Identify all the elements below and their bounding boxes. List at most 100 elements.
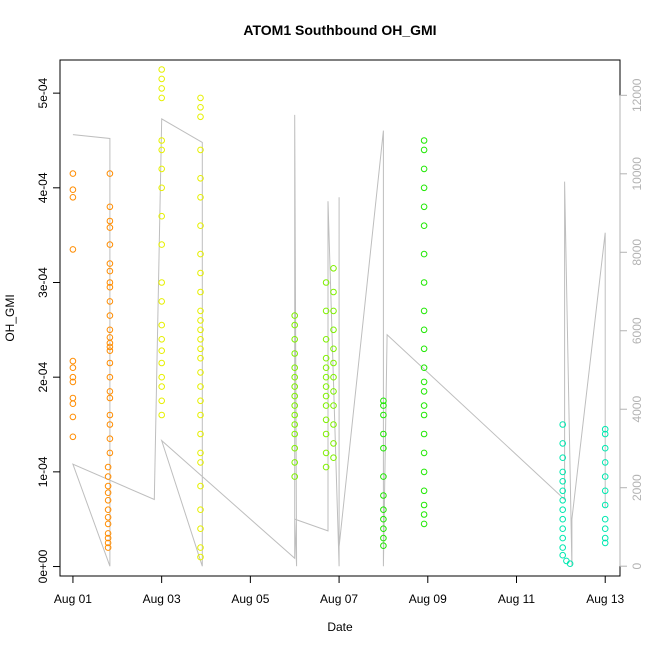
data-point — [106, 203, 114, 211]
data-point — [291, 444, 299, 452]
data-point — [69, 246, 77, 253]
data-point — [158, 383, 165, 390]
data-point — [158, 336, 165, 343]
data-point — [106, 343, 114, 351]
chart-title: ATOM1 Southbound OH_GMI — [243, 22, 436, 38]
data-point — [559, 421, 567, 428]
data-point — [106, 449, 114, 457]
data-point — [106, 170, 114, 177]
data-point — [322, 449, 330, 457]
data-point — [322, 383, 330, 390]
data-point — [197, 113, 204, 121]
data-point — [158, 347, 165, 355]
data-point — [330, 421, 337, 428]
data-point — [158, 298, 165, 305]
data-point — [291, 321, 299, 329]
data-point — [420, 250, 428, 258]
data-point — [197, 553, 204, 561]
data-point — [104, 544, 112, 551]
data-point — [158, 397, 165, 405]
y2-tick-label: 12000 — [630, 78, 644, 112]
data-point — [158, 94, 165, 102]
data-point — [291, 459, 299, 466]
data-point — [106, 394, 114, 402]
data-point — [106, 298, 114, 305]
data-point — [158, 75, 165, 83]
data-point — [420, 146, 428, 154]
data-point — [291, 421, 299, 428]
data-point — [106, 435, 114, 443]
data-point — [158, 241, 165, 248]
data-point — [601, 425, 609, 433]
data-point — [106, 241, 114, 248]
data-point — [420, 326, 428, 334]
data-point — [291, 402, 299, 409]
data-point — [330, 265, 337, 272]
y-tick-label: 5e-04 — [36, 77, 50, 108]
data-point — [322, 392, 330, 400]
data-point — [104, 514, 112, 521]
y-axis-label: OH_GMI — [3, 294, 17, 341]
data-point — [69, 400, 77, 408]
data-point — [158, 165, 165, 173]
data-point — [197, 383, 204, 390]
data-point — [559, 551, 567, 559]
data-point — [420, 307, 428, 315]
y2-tick-label: 4000 — [630, 396, 644, 423]
data-point — [380, 402, 387, 409]
data-point — [420, 222, 428, 229]
data-point — [106, 339, 114, 347]
data-point — [197, 354, 204, 362]
y2-tick-label: 10000 — [630, 157, 644, 191]
data-point — [197, 544, 204, 551]
data-point — [420, 345, 428, 353]
data-point — [330, 402, 337, 409]
data-point — [158, 66, 165, 73]
data-point — [330, 307, 337, 315]
data-point — [559, 468, 567, 476]
data-point — [197, 345, 204, 353]
data-point — [106, 279, 114, 286]
data-point — [104, 463, 112, 471]
data-point — [158, 321, 165, 329]
data-point — [106, 421, 114, 428]
data-point — [322, 307, 330, 315]
data-point — [601, 501, 609, 509]
data-point — [559, 506, 567, 514]
x-tick-label: Aug 11 — [498, 592, 535, 606]
data-point — [380, 534, 387, 542]
y-tick-label: 4e-04 — [36, 172, 50, 203]
data-point — [158, 184, 165, 192]
data-point — [420, 402, 428, 409]
data-point — [601, 430, 609, 438]
data-point — [158, 411, 165, 419]
data-point — [69, 357, 77, 365]
data-point — [197, 411, 204, 419]
data-point — [106, 260, 114, 267]
data-point — [559, 440, 567, 447]
y2-tick-label: 2000 — [630, 474, 644, 501]
data-point — [106, 347, 114, 355]
data-point — [197, 250, 204, 258]
data-point — [69, 413, 77, 421]
data-point — [197, 269, 204, 277]
y2-tick-label: 0 — [630, 563, 644, 570]
data-point — [197, 326, 204, 334]
x-axis-label: Date — [327, 620, 353, 634]
data-point — [322, 402, 330, 409]
data-point — [197, 430, 204, 438]
data-point — [380, 542, 387, 550]
data-point — [420, 430, 428, 438]
data-point — [197, 482, 204, 490]
data-point — [69, 378, 77, 386]
data-point — [104, 489, 112, 497]
data-point — [106, 283, 114, 291]
data-point — [104, 520, 112, 528]
data-point — [197, 449, 204, 457]
data-point — [197, 525, 204, 533]
data-point — [69, 186, 77, 193]
data-point — [69, 194, 77, 201]
data-point — [197, 94, 204, 102]
data-point — [197, 397, 204, 405]
data-point — [330, 359, 337, 367]
